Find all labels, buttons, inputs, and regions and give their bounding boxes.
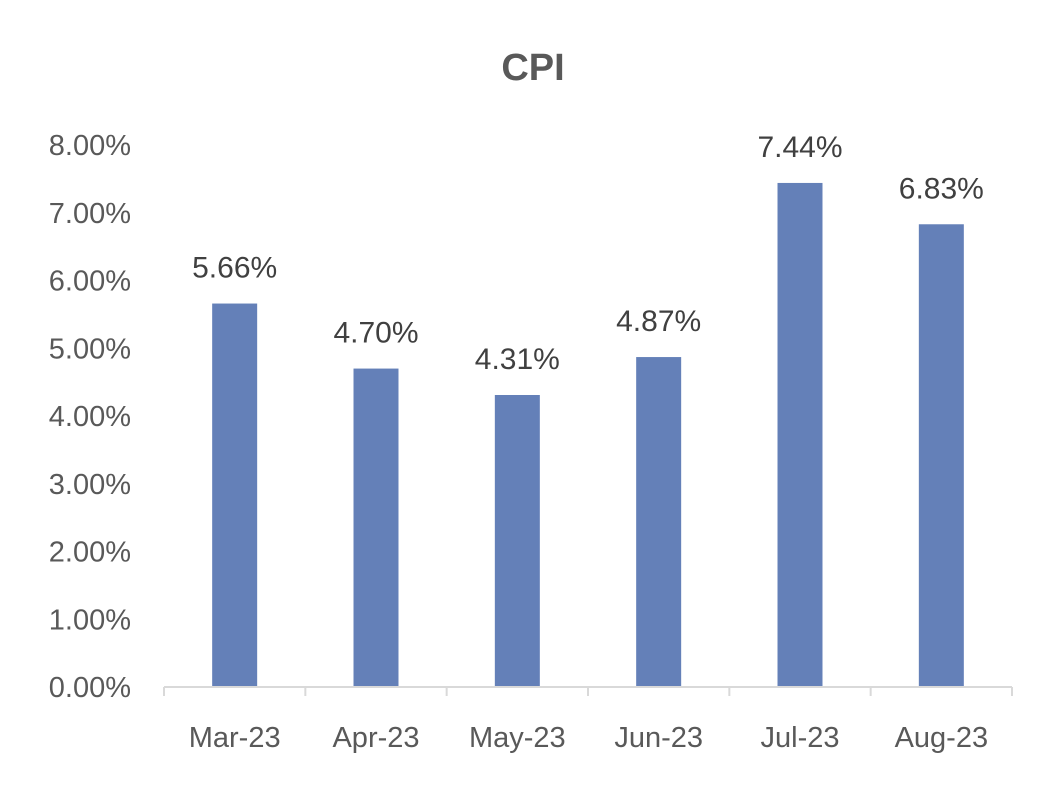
bar	[494, 394, 540, 687]
bar	[636, 357, 682, 687]
x-tick-label: Mar-23	[189, 722, 281, 754]
bar-value-label: 5.66%	[192, 252, 277, 285]
bar-series: 5.66% 4.70% 4.31% 4.87% 7.44% 6.83%	[192, 131, 984, 687]
x-tick-label: May-23	[469, 722, 566, 754]
y-tick-label: 7.00%	[49, 198, 131, 230]
y-tick-label: 0.00%	[49, 672, 131, 704]
bar-value-label: 7.44%	[757, 131, 842, 164]
x-tick-label: Jul-23	[761, 722, 840, 754]
bar-value-label: 4.87%	[616, 305, 701, 338]
x-axis: Mar-23 Apr-23 May-23 Jun-23 Jul-23 Aug-23	[189, 722, 988, 754]
y-tick-label: 4.00%	[49, 401, 131, 433]
bar	[918, 224, 964, 687]
y-tick-label: 2.00%	[49, 537, 131, 569]
bar	[353, 368, 399, 687]
y-tick-label: 8.00%	[49, 130, 131, 162]
bar-value-label: 4.70%	[333, 317, 418, 350]
x-tick-label: Apr-23	[332, 722, 419, 754]
x-tick-label: Jun-23	[614, 722, 703, 754]
y-tick-label: 6.00%	[49, 266, 131, 298]
y-tick-label: 5.00%	[49, 333, 131, 365]
bar-value-label: 4.31%	[475, 343, 560, 376]
x-tick-label: Aug-23	[895, 722, 989, 754]
y-axis: 0.00% 1.00% 2.00% 3.00% 4.00% 5.00% 6.00% 7.00%…	[49, 130, 131, 704]
bar	[212, 303, 258, 687]
y-tick-label: 3.00%	[49, 469, 131, 501]
bar	[777, 182, 823, 687]
y-tick-label: 1.00%	[49, 604, 131, 636]
bar-value-label: 6.83%	[899, 172, 984, 205]
chart-title: CPI	[501, 47, 564, 89]
x-axis-ticks	[163, 687, 1013, 696]
